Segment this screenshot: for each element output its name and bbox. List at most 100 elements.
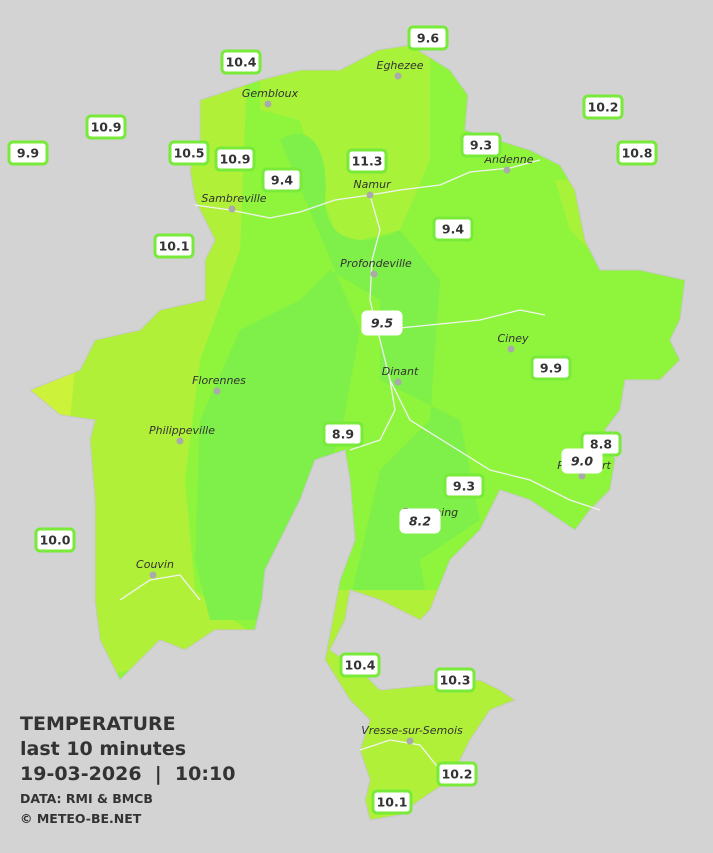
station: 11.3: [346, 148, 388, 174]
station: 9.4: [261, 167, 303, 193]
town-label: Ciney: [498, 332, 529, 345]
town-label: Gembloux: [242, 87, 299, 100]
station-box: [399, 508, 441, 534]
station-value: 9.9: [17, 146, 39, 161]
station-box: [7, 140, 49, 166]
town-dot: [394, 378, 402, 386]
station-box: [436, 761, 478, 787]
legend: TEMPERATURE last 10 minutes 19-03-2026 |…: [20, 713, 235, 826]
station-box: [460, 132, 502, 158]
station-box: [582, 94, 624, 120]
town-label: Profondeville: [340, 257, 412, 270]
town-label: Vresse-sur-Semois: [361, 724, 463, 737]
station: 10.1: [153, 233, 195, 259]
station: 10.2: [436, 761, 478, 787]
legend-credit: © METEO-BE.NET: [20, 811, 142, 826]
station: 10.2: [582, 94, 624, 120]
station-value: 9.3: [453, 479, 475, 494]
town-dot: [394, 72, 402, 80]
station-value: 10.2: [442, 767, 473, 782]
station-box: [153, 233, 195, 259]
station-value: 9.4: [271, 173, 293, 188]
town-dot: [503, 166, 511, 174]
station-value: 8.9: [332, 427, 354, 442]
station-box: [561, 448, 603, 474]
station: 9.3: [460, 132, 502, 158]
station: 9.4: [432, 216, 474, 242]
legend-subtitle: last 10 minutes: [20, 738, 186, 760]
station-box: [261, 167, 303, 193]
town-dot: [149, 571, 157, 579]
station-box: [339, 652, 381, 678]
station: 10.1: [371, 789, 413, 815]
station-value: 9.9: [540, 361, 562, 376]
station-value: 9.3: [470, 138, 492, 153]
station-box: [443, 473, 485, 499]
station-value: 10.1: [377, 795, 408, 810]
station-box: [85, 114, 127, 140]
town-label: Dinant: [382, 365, 419, 378]
station-box: [214, 146, 256, 172]
station-box: [322, 421, 364, 447]
station: 8.9: [322, 421, 364, 447]
town-label: Couvin: [136, 558, 174, 571]
station-value: 11.3: [352, 154, 383, 169]
town-label: Eghezee: [377, 59, 424, 72]
station: 10.4: [339, 652, 381, 678]
station: 10.4: [220, 49, 262, 75]
town-dot: [176, 437, 184, 445]
station-box: [407, 25, 449, 51]
legend-source: DATA: RMI & BMCB: [20, 791, 153, 806]
station-box: [220, 49, 262, 75]
legend-timestamp: 19-03-2026 | 10:10: [20, 763, 235, 785]
station-value: 8.2: [409, 514, 431, 529]
town-label: Florennes: [192, 374, 246, 387]
station: 9.9: [530, 355, 572, 381]
town-dot: [578, 472, 586, 480]
station: 9.0: [561, 448, 603, 474]
station: 10.0: [34, 527, 76, 553]
legend-title: TEMPERATURE: [20, 713, 176, 735]
station-value: 10.9: [91, 120, 122, 135]
town-dot: [228, 205, 236, 213]
station-box: [530, 355, 572, 381]
station: 10.5: [168, 140, 210, 166]
town-dot: [264, 100, 272, 108]
station-value: 9.4: [442, 222, 464, 237]
station-box: [371, 789, 413, 815]
station: 9.5: [361, 310, 403, 336]
station: 9.9: [7, 140, 49, 166]
station-value: 9.0: [571, 454, 593, 469]
station-box: [432, 216, 474, 242]
station-value: 8.8: [590, 437, 612, 452]
station-value: 10.2: [588, 100, 619, 115]
station-value: 10.1: [159, 239, 190, 254]
station-box: [346, 148, 388, 174]
station-value: 9.6: [417, 31, 439, 46]
station-value: 10.0: [40, 533, 71, 548]
town-dot: [406, 737, 414, 745]
town-dot: [213, 387, 221, 395]
station-value: 10.8: [622, 146, 653, 161]
town-dot: [370, 270, 378, 278]
town-label: Sambreville: [201, 192, 266, 205]
station-box: [168, 140, 210, 166]
station-value: 10.4: [226, 55, 257, 70]
station-value: 10.4: [345, 658, 376, 673]
station-value: 9.5: [371, 316, 393, 331]
town-dot: [507, 345, 515, 353]
town-label: Philippeville: [149, 424, 215, 437]
station-box: [616, 140, 658, 166]
station-value: 10.9: [220, 152, 251, 167]
town-label: Namur: [353, 178, 392, 191]
station-box: [434, 667, 476, 693]
station-box: [361, 310, 403, 336]
station: 9.6: [407, 25, 449, 51]
station: 9.3: [443, 473, 485, 499]
station-value: 10.5: [174, 146, 205, 161]
station-box: [34, 527, 76, 553]
station: 10.8: [616, 140, 658, 166]
station: 10.9: [214, 146, 256, 172]
station: 10.3: [434, 667, 476, 693]
